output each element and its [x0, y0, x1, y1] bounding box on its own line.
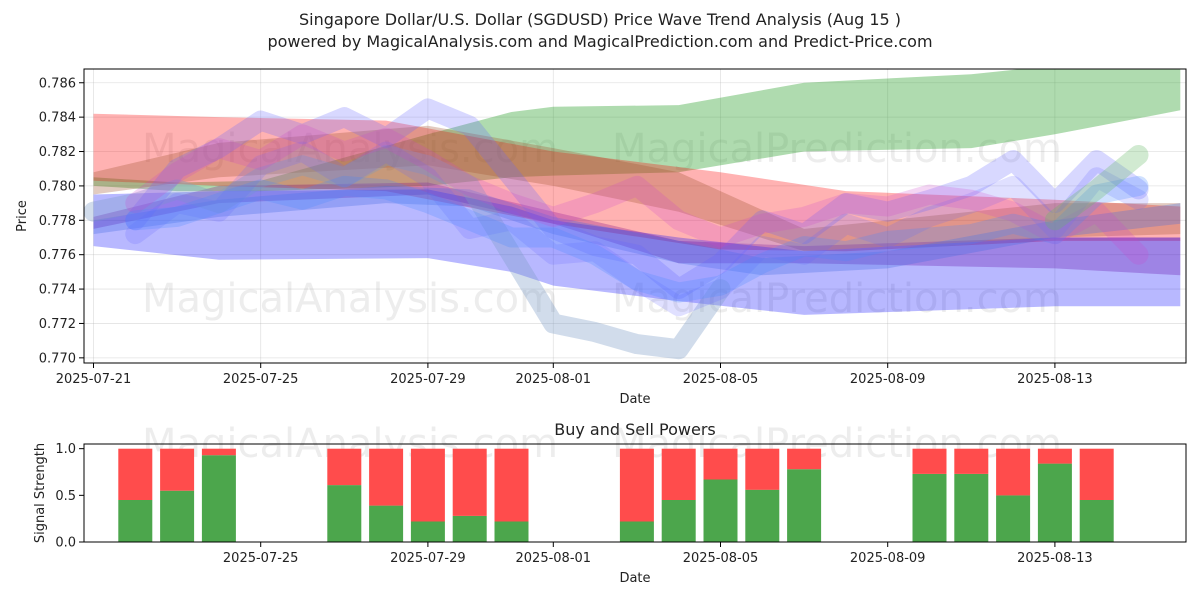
- watermark-analysis-mid: MagicalAnalysis.com: [142, 276, 558, 322]
- powers-y-tick-label: 0.5: [55, 489, 76, 504]
- sell-power-bar: [912, 448, 947, 474]
- watermark-prediction-top: MagicalPrediction.com: [612, 126, 1062, 172]
- powers-x-tick-label: 2025-08-05: [683, 551, 759, 566]
- powers-x-tick-label: 2025-08-01: [516, 551, 592, 566]
- price-band-3: [93, 182, 1181, 276]
- price-x-tick-label: 2025-08-05: [683, 372, 759, 387]
- buy-power-bar: [1037, 463, 1072, 542]
- price-x-tick-label: 2025-08-09: [850, 372, 926, 387]
- buy-power-bar: [745, 489, 780, 542]
- powers-x-tick-label: 2025-08-09: [850, 551, 926, 566]
- price-band-0: [93, 69, 1181, 192]
- watermark-analysis-top: MagicalAnalysis.com: [142, 126, 558, 172]
- sell-power-bar: [1037, 448, 1072, 464]
- price-y-tick-label: 0.780: [39, 179, 76, 194]
- price-wave-1: [125, 98, 1149, 300]
- powers-title: Buy and Sell Powers: [554, 420, 716, 439]
- price-wave-3: [125, 124, 1149, 265]
- price-x-tick-label: 2025-07-25: [223, 372, 299, 387]
- price-band-2: [93, 125, 1181, 252]
- sell-power-bar: [1079, 448, 1114, 500]
- buy-power-bar: [619, 521, 654, 542]
- powers-x-ticks: 2025-07-25 2025-07-29 2025-08-01 2025-08-05…: [223, 542, 1093, 566]
- sell-power-bar: [118, 448, 153, 500]
- sell-power-bar: [452, 448, 487, 516]
- price-x-tick-label: 2025-07-21: [56, 372, 132, 387]
- price-axes-frame: [83, 68, 1187, 364]
- price-x-ticks: 2025-07-21 2025-07-25 2025-07-29 2025-08-01…: [56, 363, 1093, 387]
- sell-power-bar: [619, 448, 654, 522]
- price-y-ticks: 0.770 0.772 0.774 0.776 0.778 0.780 0.782 0.784…: [39, 76, 84, 366]
- sell-power-bar: [996, 448, 1031, 496]
- price-x-label: Date: [619, 392, 650, 407]
- price-grid: [84, 69, 1186, 363]
- price-band-4: [93, 189, 1181, 315]
- buy-power-bar: [703, 479, 738, 542]
- buy-power-bar: [1079, 500, 1114, 542]
- chart-title-line1: Singapore Dollar/U.S. Dollar (SGDUSD) Pr…: [299, 10, 901, 29]
- price-wave-4: [125, 175, 1149, 303]
- sell-power-bar: [160, 448, 195, 491]
- price-y-tick-label: 0.786: [39, 76, 76, 91]
- buy-power-bar: [160, 490, 195, 542]
- chart-title-line2: powered by MagicalAnalysis.com and Magic…: [267, 32, 932, 51]
- price-wave-5: [1044, 145, 1149, 231]
- buy-power-bar: [118, 500, 153, 542]
- watermark-prediction-mid: MagicalPrediction.com: [612, 276, 1062, 322]
- sell-power-bar: [954, 448, 989, 474]
- price-wave-2: [125, 141, 1149, 317]
- price-x-tick-label: 2025-07-29: [390, 372, 466, 387]
- sell-power-bar: [745, 448, 780, 490]
- buy-power-bar: [201, 455, 236, 542]
- powers-x-tick-label: 2025-07-25: [223, 551, 299, 566]
- price-band-1: [93, 113, 1181, 252]
- buy-power-bar: [996, 495, 1031, 542]
- price-band-5: [93, 185, 1181, 276]
- price-y-tick-label: 0.784: [39, 111, 76, 126]
- powers-y-tick-label: 1.0: [55, 442, 76, 457]
- price-wave-0: [84, 145, 731, 360]
- powers-x-label: Date: [619, 571, 650, 586]
- powers-y-ticks: 0.0 0.5 1.0: [55, 442, 84, 551]
- buy-power-bar: [494, 521, 529, 542]
- buy-power-bar: [954, 473, 989, 542]
- price-y-label: Price: [15, 200, 30, 232]
- powers-x-tick-label: 2025-08-13: [1017, 551, 1093, 566]
- powers-panel: Buy and Sell Powers MagicalAnalysis.com …: [33, 420, 1187, 586]
- sell-power-bar: [661, 448, 696, 500]
- price-y-tick-label: 0.772: [39, 317, 76, 332]
- buy-power-bar: [327, 485, 362, 542]
- price-y-tick-label: 0.778: [39, 214, 76, 229]
- buy-power-bar: [369, 505, 404, 542]
- sell-power-bar: [703, 448, 738, 480]
- buy-power-bar: [661, 500, 696, 542]
- price-y-tick-label: 0.770: [39, 351, 76, 366]
- buy-power-bar: [410, 521, 445, 542]
- sell-power-bar: [787, 448, 822, 470]
- sell-power-bar: [494, 448, 529, 522]
- price-x-tick-label: 2025-08-01: [516, 372, 592, 387]
- sell-power-bar: [201, 448, 236, 456]
- buy-power-bar: [452, 515, 487, 542]
- powers-bars: [118, 448, 1114, 542]
- powers-y-tick-label: 0.0: [55, 536, 76, 551]
- powers-axes-frame: [83, 443, 1187, 543]
- buy-power-bar: [787, 469, 822, 542]
- price-watermarks: MagicalAnalysis.com MagicalPrediction.co…: [142, 126, 1062, 322]
- buy-power-bar: [912, 473, 947, 542]
- price-panel: MagicalAnalysis.com MagicalPrediction.co…: [15, 68, 1187, 407]
- price-series: [84, 69, 1181, 360]
- price-y-tick-label: 0.776: [39, 248, 76, 263]
- powers-y-label: Signal Strength: [33, 443, 48, 543]
- sell-power-bar: [410, 448, 445, 522]
- sell-power-bar: [327, 448, 362, 486]
- price-x-tick-label: 2025-08-13: [1017, 372, 1093, 387]
- price-y-tick-label: 0.782: [39, 145, 76, 160]
- powers-x-tick-label: 2025-07-29: [390, 551, 466, 566]
- sell-power-bar: [369, 448, 404, 506]
- price-y-tick-label: 0.774: [39, 283, 76, 298]
